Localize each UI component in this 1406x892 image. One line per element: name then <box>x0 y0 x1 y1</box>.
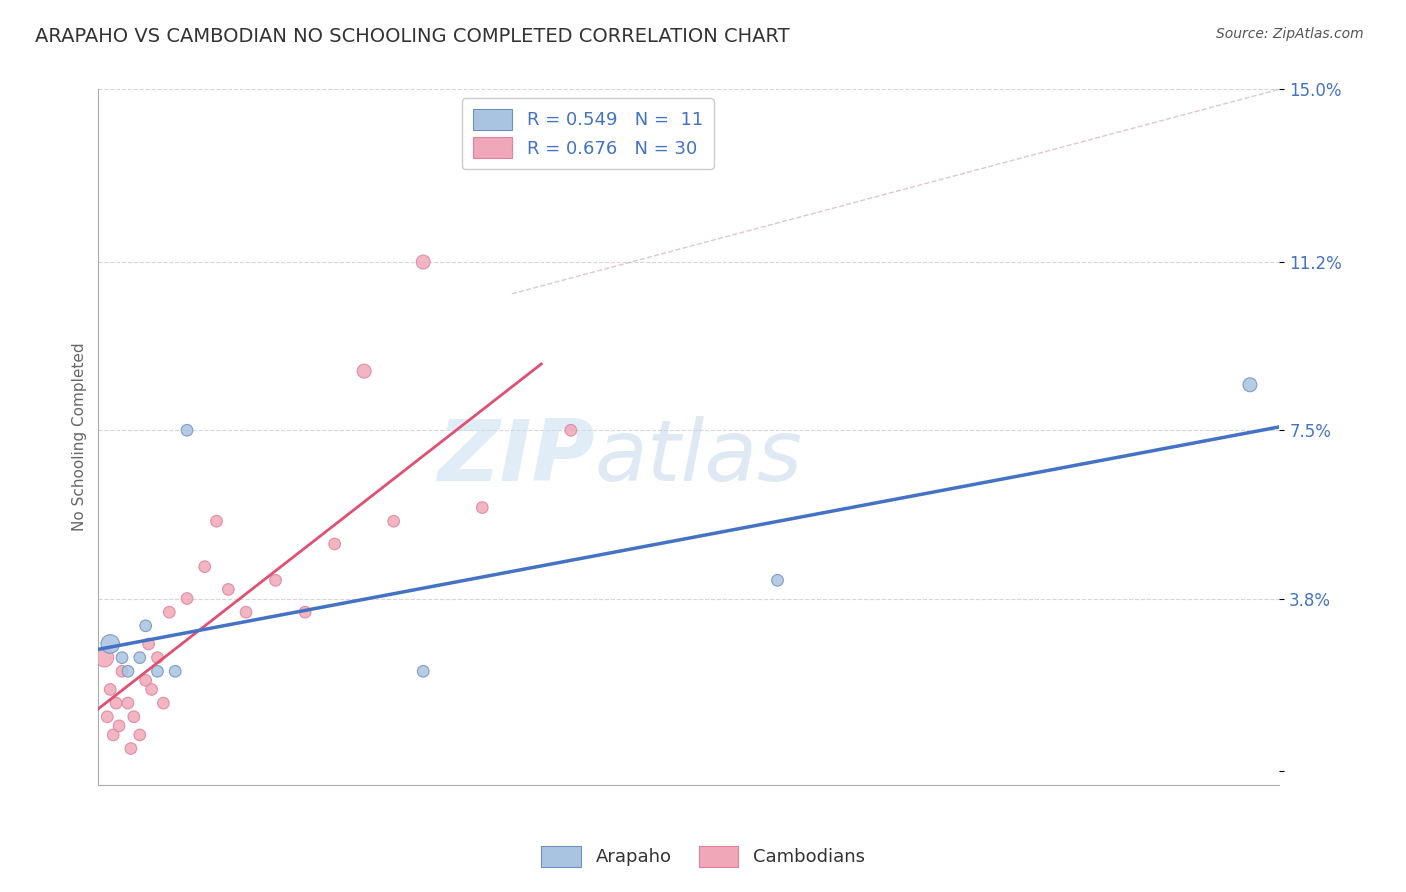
Legend: R = 0.549   N =  11, R = 0.676   N = 30: R = 0.549 N = 11, R = 0.676 N = 30 <box>461 98 714 169</box>
Point <box>323 537 346 551</box>
Point <box>560 423 582 437</box>
Point <box>205 514 228 528</box>
Point <box>120 741 142 756</box>
Point <box>135 673 157 688</box>
Point <box>111 665 134 679</box>
Point <box>766 574 789 588</box>
Point <box>235 605 257 619</box>
Point <box>264 574 287 588</box>
Point <box>117 696 139 710</box>
Point <box>194 559 217 574</box>
Text: ARAPAHO VS CAMBODIAN NO SCHOOLING COMPLETED CORRELATION CHART: ARAPAHO VS CAMBODIAN NO SCHOOLING COMPLE… <box>35 27 790 45</box>
Point <box>141 682 163 697</box>
Point <box>471 500 494 515</box>
Y-axis label: No Schooling Completed: No Schooling Completed <box>72 343 87 532</box>
Legend: Arapaho, Cambodians: Arapaho, Cambodians <box>534 838 872 874</box>
Point <box>98 682 121 697</box>
Point <box>176 591 198 606</box>
Point <box>217 582 239 597</box>
Point <box>294 605 316 619</box>
Point <box>157 605 180 619</box>
Point <box>138 637 160 651</box>
Point <box>165 665 187 679</box>
Point <box>128 728 150 742</box>
Point <box>176 423 198 437</box>
Point <box>146 650 169 665</box>
Text: atlas: atlas <box>595 417 803 500</box>
Point <box>382 514 405 528</box>
Point <box>93 650 115 665</box>
Point <box>412 255 434 269</box>
Text: Source: ZipAtlas.com: Source: ZipAtlas.com <box>1216 27 1364 41</box>
Text: ZIP: ZIP <box>437 417 595 500</box>
Point <box>117 665 139 679</box>
Point <box>412 665 434 679</box>
Point <box>135 619 157 633</box>
Point <box>103 728 125 742</box>
Point <box>105 696 128 710</box>
Point <box>111 650 134 665</box>
Point <box>128 650 150 665</box>
Point <box>108 719 131 733</box>
Point <box>146 665 169 679</box>
Point <box>1239 377 1261 392</box>
Point <box>122 710 145 724</box>
Point <box>98 637 121 651</box>
Point <box>353 364 375 378</box>
Point <box>152 696 174 710</box>
Point <box>96 710 118 724</box>
